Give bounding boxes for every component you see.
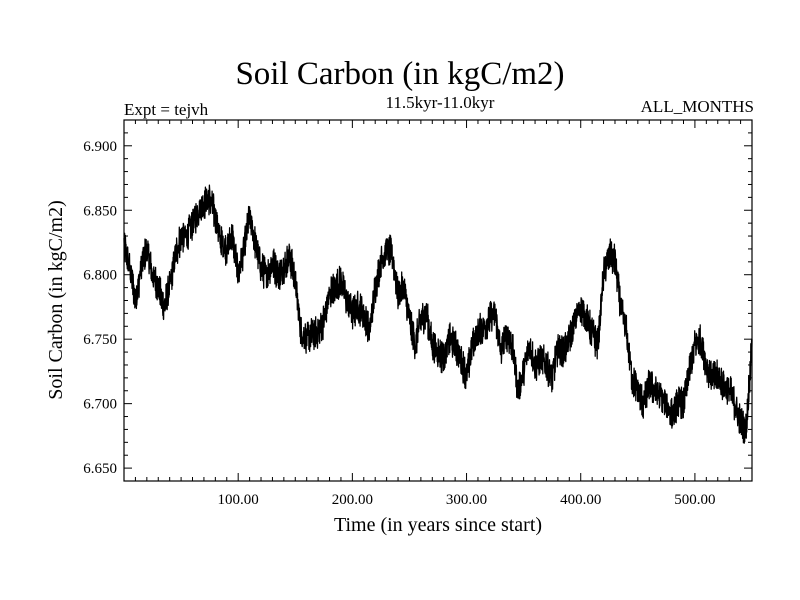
y-tick-label: 6.750 bbox=[83, 332, 117, 348]
y-tick-label: 6.850 bbox=[83, 203, 117, 219]
x-tick-label: 400.00 bbox=[560, 492, 601, 508]
soil-carbon-line bbox=[123, 184, 753, 444]
plot-frame bbox=[123, 119, 753, 482]
axis-ticks bbox=[124, 119, 752, 482]
axis-tick-labels: 100.00 200.00 300.00 400.00 500.00 6.650 6.700… bbox=[83, 139, 715, 508]
x-tick-label: 500.00 bbox=[674, 492, 715, 508]
y-tick-label: 6.900 bbox=[83, 139, 117, 155]
chart-title: Soil Carbon (in kgC/m2) bbox=[235, 56, 565, 92]
x-axis-label: Time (in years since start) bbox=[334, 514, 542, 536]
y-tick-label: 6.650 bbox=[83, 461, 117, 477]
experiment-label: Expt = tejvh bbox=[124, 100, 209, 119]
y-tick-label: 6.700 bbox=[83, 397, 117, 413]
x-tick-label: 300.00 bbox=[446, 492, 487, 508]
y-axis-label: Soil Carbon (in kgC/m2) bbox=[45, 200, 67, 399]
months-label: ALL_MONTHS bbox=[640, 97, 754, 116]
chart-subtitle: 11.5kyr-11.0kyr bbox=[385, 93, 495, 112]
x-tick-label: 200.00 bbox=[332, 492, 373, 508]
x-tick-label: 100.00 bbox=[218, 492, 259, 508]
y-tick-label: 6.800 bbox=[83, 268, 117, 284]
